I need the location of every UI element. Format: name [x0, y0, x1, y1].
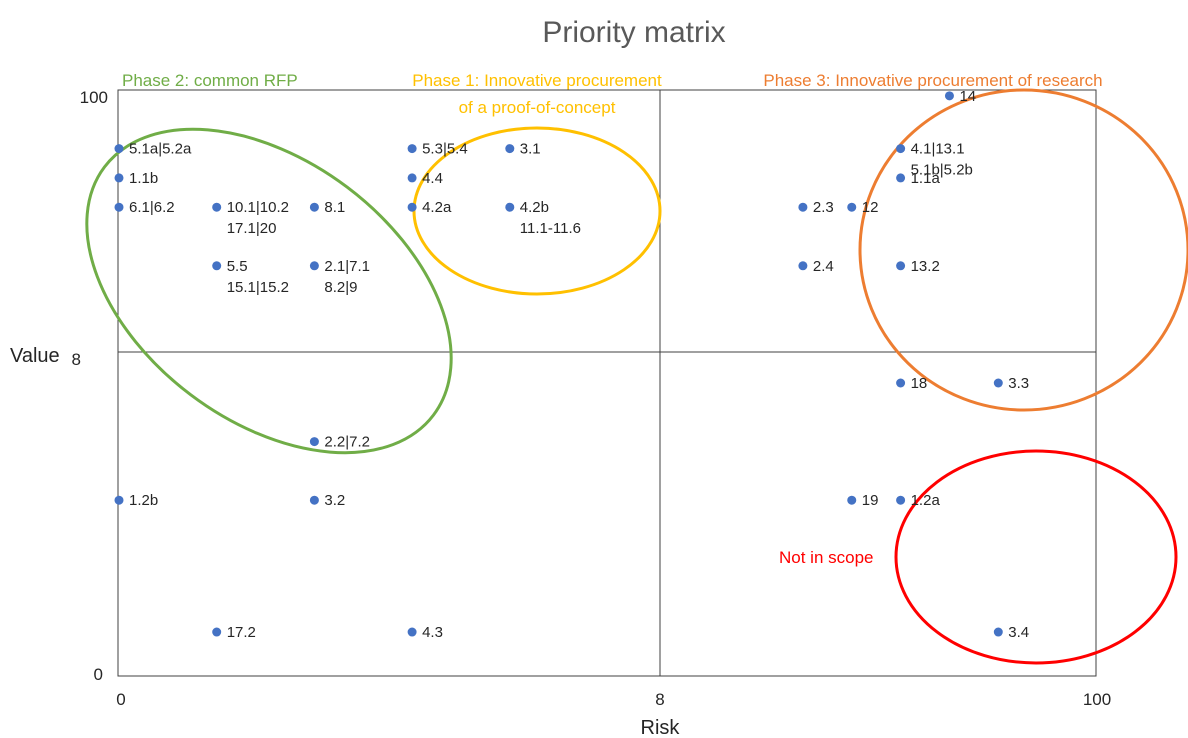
not-in-scope-label: Not in scope [779, 548, 874, 567]
data-point-label: 12 [862, 199, 879, 216]
data-point-label: 19 [862, 492, 879, 509]
data-point [505, 202, 515, 212]
data-point [505, 144, 515, 154]
y-axis-title: Value [10, 345, 60, 367]
data-point-label: 3.3 [1008, 375, 1029, 392]
data-point [896, 261, 906, 271]
x-tick-label-right: 100 [1083, 690, 1111, 709]
x-axis-title: Risk [641, 717, 681, 738]
phase-1-label-line-2: of a proof-of-concept [459, 98, 616, 117]
data-point-label: 17.2 [227, 624, 256, 641]
data-point-label: 3.1 [520, 141, 541, 158]
phase-3-region-ellipse [858, 88, 1188, 412]
data-point-label: 15.1|15.2 [227, 279, 289, 296]
data-point [309, 495, 319, 505]
data-point [212, 627, 222, 637]
data-point-label: 3.4 [1008, 624, 1029, 641]
data-point-label: 13.2 [911, 258, 940, 275]
data-point-label: 4.2a [422, 199, 452, 216]
data-point [798, 261, 808, 271]
data-point-label: 8.1 [324, 199, 345, 216]
data-point-label: 1.2a [911, 492, 941, 509]
data-point-label: 4.2b [520, 199, 549, 216]
data-point-label: 1.1b [129, 170, 158, 187]
data-point-label: 17.1|20 [227, 220, 277, 237]
data-point [993, 378, 1003, 388]
data-point-label: 1.2b [129, 492, 158, 509]
data-point-label: 2.3 [813, 199, 834, 216]
data-point-label: 3.2 [324, 492, 345, 509]
data-point [896, 378, 906, 388]
data-point [993, 627, 1003, 637]
data-point [114, 495, 124, 505]
phase-2-label: Phase 2: common RFP [122, 71, 298, 90]
phase-3-label: Phase 3: Innovative procurement of resea… [763, 71, 1102, 90]
data-point-label: 5.3|5.4 [422, 141, 468, 158]
plot-frame [117, 89, 1097, 677]
data-point [309, 202, 319, 212]
data-point-label: 6.1|6.2 [129, 199, 175, 216]
data-point-label: 4.3 [422, 624, 443, 641]
data-point [309, 437, 319, 447]
data-point-label: 10.1|10.2 [227, 199, 289, 216]
data-point-label: 8.2|9 [324, 279, 357, 296]
data-point-label: 14 [959, 88, 976, 105]
data-points: 5.1a|5.2a 1.1b 6.1|6.2 1.2b 10.1|10.2 17.1|20… [114, 88, 1029, 641]
y-tick-label-top: 100 [80, 88, 108, 107]
x-tick-label-mid: 8 [655, 690, 664, 709]
data-point-label: 4.4 [422, 170, 443, 187]
data-point-label: 2.4 [813, 258, 834, 275]
phase-1-label-line-1: Phase 1: Innovative procurement [412, 71, 662, 90]
data-point [896, 144, 906, 154]
data-point-label: 5.1a|5.2a [129, 141, 192, 158]
data-point-label: 4.1|13.1 [911, 141, 965, 158]
y-tick-label-bottom: 0 [94, 665, 103, 684]
data-point-label: 2.2|7.2 [324, 434, 370, 451]
data-point-label: 1.1a [911, 170, 941, 187]
data-point [212, 202, 222, 212]
data-point [114, 173, 124, 183]
not-in-scope-region-ellipse [894, 449, 1178, 665]
data-point [212, 261, 222, 271]
x-tick-label-left: 0 [116, 690, 125, 709]
y-tick-label-mid: 8 [72, 350, 81, 369]
data-point-label: 11.1-11.6 [520, 220, 581, 237]
data-point [407, 202, 417, 212]
data-point [114, 202, 124, 212]
data-point [896, 173, 906, 183]
data-point [847, 495, 857, 505]
data-point [114, 144, 124, 154]
data-point [407, 144, 417, 154]
data-point [407, 627, 417, 637]
data-point [847, 202, 857, 212]
data-point [944, 91, 954, 101]
data-point [896, 495, 906, 505]
data-point [309, 261, 319, 271]
phase-2-region-ellipse [85, 127, 453, 455]
chart-title: Priority matrix [542, 16, 725, 49]
data-point-label: 2.1|7.1 [324, 258, 370, 275]
data-point-label: 5.1b|5.2b [911, 162, 973, 179]
data-point [407, 173, 417, 183]
data-point [798, 202, 808, 212]
data-point-label: 18 [911, 375, 928, 392]
data-point-label: 5.5 [227, 258, 248, 275]
